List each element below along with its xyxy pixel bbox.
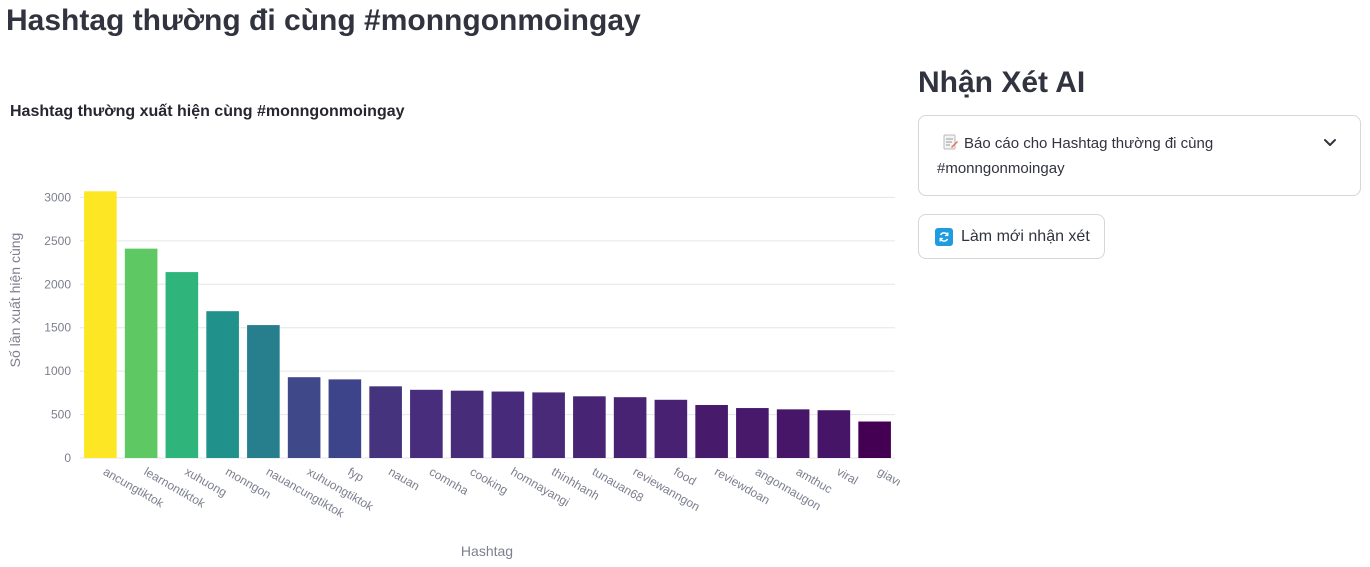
ai-review-heading: Nhận Xét AI xyxy=(918,66,1086,99)
bar-ancungtiktok[interactable] xyxy=(84,191,117,458)
y-tick-label: 1000 xyxy=(44,364,71,378)
x-axis-ticks: ancungtiktoklearnontiktokxuhuongmonngonn… xyxy=(101,464,900,520)
bar-chart-svg: Hashtag thường xuất hiện cùng #monngonmo… xyxy=(7,103,900,559)
bar-xuhuongtiktok[interactable] xyxy=(287,377,321,458)
refresh-icon xyxy=(935,227,953,246)
x-tick-label: fyp xyxy=(345,464,366,484)
bars xyxy=(84,191,891,458)
x-axis-title: Hashtag xyxy=(461,543,513,559)
bar-food[interactable] xyxy=(654,399,688,458)
bar-reviewdoan[interactable] xyxy=(695,405,728,458)
page-title: Hashtag thường đi cùng #monngonmoingay xyxy=(6,4,641,37)
y-tick-label: 3000 xyxy=(44,190,71,204)
x-tick-label: comnha xyxy=(427,464,471,498)
memo-icon xyxy=(943,134,958,150)
x-tick-label: food xyxy=(671,464,698,488)
x-tick-label: viral xyxy=(834,464,860,487)
bar-tunauan68[interactable] xyxy=(573,396,606,458)
bar-learnontiktok[interactable] xyxy=(124,248,158,458)
chevron-down-icon[interactable] xyxy=(1322,134,1338,150)
bar-reviewanngon[interactable] xyxy=(613,397,647,458)
y-tick-label: 0 xyxy=(64,451,71,465)
bar-fyp[interactable] xyxy=(328,379,362,458)
bar-monngon[interactable] xyxy=(206,311,239,458)
y-tick-label: 2500 xyxy=(44,234,71,248)
chart-title: Hashtag thường xuất hiện cùng #monngonmo… xyxy=(10,103,405,120)
bar-viral[interactable] xyxy=(817,410,851,458)
bar-amthuc[interactable] xyxy=(776,409,810,458)
ai-review-panel: Nhận Xét AI Báo cáo cho Hashtag thường đ… xyxy=(918,66,1362,259)
x-tick-label: giavi xyxy=(875,464,900,488)
y-axis-ticks: 0 500 1000 1500 2000 2500 3000 xyxy=(44,190,71,465)
bar-comnha[interactable] xyxy=(410,389,443,458)
report-expander[interactable]: Báo cáo cho Hashtag thường đi cùng #monn… xyxy=(918,115,1361,196)
bar-nauancungtiktok[interactable] xyxy=(247,325,280,458)
x-tick-label: nauan xyxy=(386,464,422,493)
bar-xuhuong[interactable] xyxy=(165,272,199,458)
bar-cooking[interactable] xyxy=(450,390,484,458)
bar-thinhhanh[interactable] xyxy=(532,392,565,458)
x-tick-label: monngon xyxy=(223,464,273,501)
expander-label: Báo cáo cho Hashtag thường đi cùng #monn… xyxy=(937,135,1214,177)
bar-homnayangi[interactable] xyxy=(491,391,525,458)
bar-angonnaugon[interactable] xyxy=(736,408,769,458)
grid-lines xyxy=(80,196,895,459)
y-tick-label: 1500 xyxy=(44,321,71,335)
refresh-review-button[interactable]: Làm mới nhận xét xyxy=(918,214,1105,259)
y-tick-label: 2000 xyxy=(44,277,71,291)
refresh-button-label: Làm mới nhận xét xyxy=(961,227,1090,245)
bar-chart: Hashtag thường xuất hiện cùng #monngonmo… xyxy=(0,90,900,567)
bar-nauan[interactable] xyxy=(369,386,402,458)
y-tick-label: 500 xyxy=(51,408,71,422)
x-tick-label: cooking xyxy=(468,464,511,497)
y-axis-title: Số lần xuất hiện cùng xyxy=(7,233,23,368)
bar-giavi[interactable] xyxy=(858,421,891,458)
